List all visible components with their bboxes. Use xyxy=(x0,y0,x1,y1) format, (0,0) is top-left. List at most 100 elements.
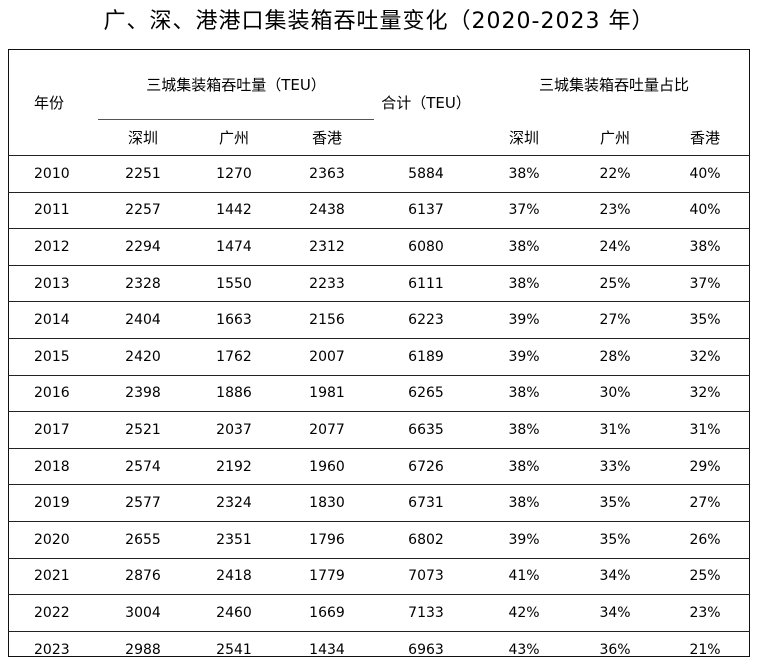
cell-hongkong: 2363 xyxy=(280,156,374,193)
cell-guangzhou: 2541 xyxy=(188,631,280,667)
cell-share-guangzhou: 23% xyxy=(570,192,660,229)
cell-shenzhen: 3004 xyxy=(98,595,188,632)
header-total: 合计（TEU） xyxy=(374,49,478,156)
cell-share-guangzhou: 24% xyxy=(570,229,660,266)
cell-hongkong: 1779 xyxy=(280,558,374,595)
cell-year: 2021 xyxy=(8,558,98,595)
cell-share-shenzhen: 42% xyxy=(478,595,570,632)
cell-share-hongkong: 27% xyxy=(660,485,750,522)
header-guangzhou: 广州 xyxy=(188,120,280,156)
cell-year: 2018 xyxy=(8,448,98,485)
cell-total: 6802 xyxy=(374,521,478,558)
cell-share-hongkong: 32% xyxy=(660,338,750,375)
header-throughput-group: 三城集装箱吞吐量（TEU） xyxy=(98,49,374,120)
header-hongkong: 香港 xyxy=(280,120,374,156)
cell-share-guangzhou: 27% xyxy=(570,302,660,339)
cell-hongkong: 2233 xyxy=(280,265,374,302)
cell-year: 2015 xyxy=(8,338,98,375)
cell-share-guangzhou: 35% xyxy=(570,485,660,522)
cell-share-hongkong: 29% xyxy=(660,448,750,485)
cell-year: 2023 xyxy=(8,631,98,667)
page-title: 广、深、港港口集装箱吞吐量变化（2020-2023 年） xyxy=(0,6,758,38)
cell-hongkong: 2156 xyxy=(280,302,374,339)
header-shenzhen: 深圳 xyxy=(98,120,188,156)
cell-year: 2012 xyxy=(8,229,98,266)
cell-hongkong: 1830 xyxy=(280,485,374,522)
header-year: 年份 xyxy=(8,49,98,156)
cell-shenzhen: 2577 xyxy=(98,485,188,522)
cell-total: 6731 xyxy=(374,485,478,522)
cell-hongkong: 2438 xyxy=(280,192,374,229)
cell-hongkong: 2007 xyxy=(280,338,374,375)
cell-share-hongkong: 25% xyxy=(660,558,750,595)
header-share-shenzhen: 深圳 xyxy=(478,120,570,156)
cell-guangzhou: 1886 xyxy=(188,375,280,412)
cell-guangzhou: 1663 xyxy=(188,302,280,339)
cell-total: 6265 xyxy=(374,375,478,412)
cell-shenzhen: 2257 xyxy=(98,192,188,229)
cell-hongkong: 1981 xyxy=(280,375,374,412)
cell-total: 5884 xyxy=(374,156,478,193)
cell-guangzhou: 1442 xyxy=(188,192,280,229)
cell-share-guangzhou: 31% xyxy=(570,412,660,449)
cell-hongkong: 1960 xyxy=(280,448,374,485)
cell-year: 2014 xyxy=(8,302,98,339)
cell-guangzhou: 1550 xyxy=(188,265,280,302)
cell-share-hongkong: 26% xyxy=(660,521,750,558)
cell-share-hongkong: 37% xyxy=(660,265,750,302)
cell-share-shenzhen: 39% xyxy=(478,302,570,339)
cell-year: 2010 xyxy=(8,156,98,193)
cell-share-hongkong: 21% xyxy=(660,631,750,667)
cell-share-shenzhen: 38% xyxy=(478,265,570,302)
cell-share-shenzhen: 43% xyxy=(478,631,570,667)
cell-share-hongkong: 40% xyxy=(660,192,750,229)
cell-shenzhen: 2328 xyxy=(98,265,188,302)
cell-shenzhen: 2294 xyxy=(98,229,188,266)
cell-share-guangzhou: 34% xyxy=(570,558,660,595)
cell-guangzhou: 2418 xyxy=(188,558,280,595)
cell-total: 6137 xyxy=(374,192,478,229)
cell-shenzhen: 2988 xyxy=(98,631,188,667)
cell-guangzhou: 1270 xyxy=(188,156,280,193)
cell-shenzhen: 2521 xyxy=(98,412,188,449)
cell-share-guangzhou: 34% xyxy=(570,595,660,632)
header-share-hongkong: 香港 xyxy=(660,120,750,156)
cell-total: 6223 xyxy=(374,302,478,339)
cell-total: 6189 xyxy=(374,338,478,375)
cell-guangzhou: 1762 xyxy=(188,338,280,375)
cell-year: 2013 xyxy=(8,265,98,302)
cell-share-shenzhen: 37% xyxy=(478,192,570,229)
cell-share-hongkong: 31% xyxy=(660,412,750,449)
cell-shenzhen: 2655 xyxy=(98,521,188,558)
cell-year: 2022 xyxy=(8,595,98,632)
cell-share-shenzhen: 38% xyxy=(478,375,570,412)
cell-year: 2011 xyxy=(8,192,98,229)
cell-total: 6726 xyxy=(374,448,478,485)
cell-share-hongkong: 32% xyxy=(660,375,750,412)
cell-total: 7073 xyxy=(374,558,478,595)
cell-year: 2019 xyxy=(8,485,98,522)
cell-share-shenzhen: 38% xyxy=(478,156,570,193)
throughput-table: 年份 三城集装箱吞吐量（TEU） 合计（TEU） 三城集装箱吞吐量占比 深圳 广… xyxy=(8,49,750,667)
cell-hongkong: 1669 xyxy=(280,595,374,632)
cell-share-guangzhou: 25% xyxy=(570,265,660,302)
cell-total: 7133 xyxy=(374,595,478,632)
cell-shenzhen: 2398 xyxy=(98,375,188,412)
cell-shenzhen: 2404 xyxy=(98,302,188,339)
cell-share-shenzhen: 38% xyxy=(478,485,570,522)
cell-share-guangzhou: 36% xyxy=(570,631,660,667)
cell-share-guangzhou: 28% xyxy=(570,338,660,375)
cell-year: 2017 xyxy=(8,412,98,449)
cell-share-guangzhou: 33% xyxy=(570,448,660,485)
cell-share-shenzhen: 39% xyxy=(478,521,570,558)
